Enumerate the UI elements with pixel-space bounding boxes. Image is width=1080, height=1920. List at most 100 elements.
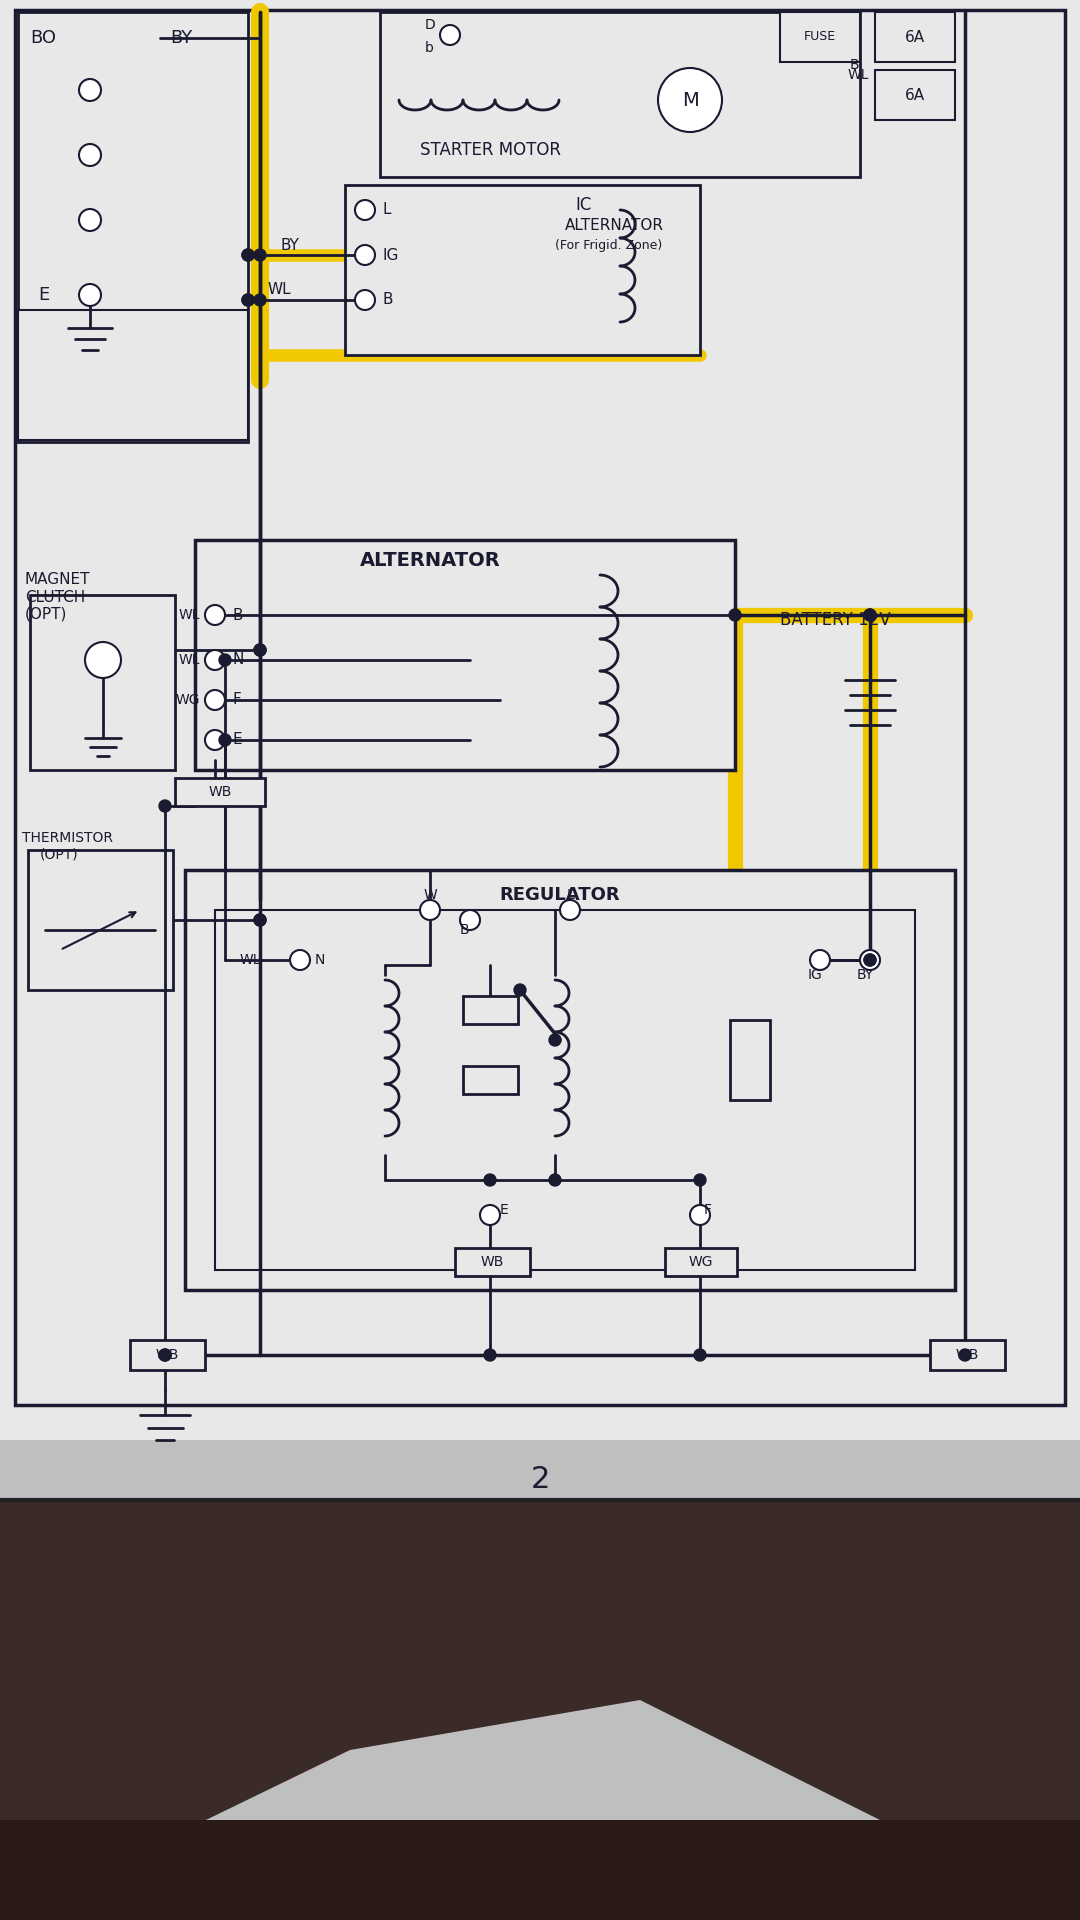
Text: B: B — [850, 58, 860, 71]
Text: THERMISTOR: THERMISTOR — [22, 831, 113, 845]
Text: M: M — [681, 90, 699, 109]
Text: WL: WL — [268, 282, 292, 298]
Circle shape — [864, 954, 876, 966]
Circle shape — [355, 246, 375, 265]
Text: MAGNET: MAGNET — [25, 572, 91, 588]
Bar — [28, 851, 173, 991]
Circle shape — [205, 651, 225, 670]
Circle shape — [860, 950, 880, 970]
Circle shape — [79, 144, 102, 165]
Text: D: D — [426, 17, 435, 33]
Bar — [15, 10, 1065, 1405]
Circle shape — [484, 1173, 496, 1187]
Circle shape — [79, 284, 102, 305]
Text: WB: WB — [156, 1348, 178, 1361]
Text: B: B — [382, 292, 392, 307]
Circle shape — [219, 655, 231, 666]
Circle shape — [205, 730, 225, 751]
Text: REGULATOR: REGULATOR — [500, 885, 620, 904]
Text: 6A: 6A — [905, 88, 926, 102]
Bar — [875, 12, 955, 61]
Bar — [18, 309, 248, 440]
Bar — [30, 595, 175, 770]
Polygon shape — [0, 1500, 1080, 1920]
Bar — [875, 69, 955, 119]
Text: L: L — [382, 202, 391, 217]
Circle shape — [690, 1206, 710, 1225]
Text: BY: BY — [280, 238, 299, 253]
Text: CLUTCH: CLUTCH — [25, 589, 85, 605]
Bar — [130, 1340, 205, 1371]
Text: N: N — [232, 653, 243, 668]
Text: B: B — [460, 924, 470, 937]
Circle shape — [694, 1173, 706, 1187]
Circle shape — [484, 1350, 496, 1361]
Circle shape — [864, 609, 876, 620]
Circle shape — [242, 250, 254, 261]
Circle shape — [242, 250, 254, 261]
Bar — [195, 540, 735, 770]
Bar — [665, 1248, 737, 1277]
Circle shape — [242, 294, 254, 305]
Circle shape — [242, 294, 254, 305]
Circle shape — [159, 1350, 171, 1361]
Circle shape — [549, 1173, 561, 1187]
Circle shape — [729, 609, 741, 620]
Text: b: b — [426, 40, 434, 56]
Circle shape — [254, 643, 266, 657]
Circle shape — [460, 910, 480, 929]
Text: WB: WB — [481, 1256, 503, 1269]
Text: E: E — [232, 733, 242, 747]
Text: B: B — [232, 607, 243, 622]
Text: WL: WL — [240, 952, 261, 968]
Circle shape — [205, 689, 225, 710]
Circle shape — [561, 900, 580, 920]
Circle shape — [79, 209, 102, 230]
Text: IG: IG — [808, 968, 822, 981]
Text: WB: WB — [956, 1348, 978, 1361]
Bar — [780, 12, 860, 61]
Bar — [463, 996, 518, 1023]
Circle shape — [480, 1206, 500, 1225]
Text: (OPT): (OPT) — [25, 607, 67, 622]
Text: L: L — [566, 887, 573, 902]
Circle shape — [420, 900, 440, 920]
Circle shape — [254, 643, 266, 657]
Bar — [0, 1820, 1080, 1920]
Bar — [455, 1248, 530, 1277]
Text: BY: BY — [856, 968, 874, 981]
Text: E: E — [38, 286, 50, 303]
Text: IG: IG — [382, 248, 399, 263]
Bar — [18, 12, 248, 442]
Text: ALTERNATOR: ALTERNATOR — [360, 551, 500, 570]
Circle shape — [85, 641, 121, 678]
Circle shape — [219, 733, 231, 747]
Text: ALTERNATOR: ALTERNATOR — [565, 217, 664, 232]
Circle shape — [355, 200, 375, 221]
Text: IC: IC — [575, 196, 592, 213]
Circle shape — [254, 250, 266, 261]
Circle shape — [159, 801, 171, 812]
Bar — [380, 12, 860, 177]
Text: W: W — [423, 887, 437, 902]
Circle shape — [79, 79, 102, 102]
Text: WL: WL — [178, 609, 200, 622]
Bar — [0, 0, 1080, 1440]
Circle shape — [694, 1350, 706, 1361]
Circle shape — [864, 609, 876, 620]
Circle shape — [658, 67, 723, 132]
Text: (For Frigid. Zone): (For Frigid. Zone) — [555, 238, 662, 252]
Bar — [930, 1340, 1005, 1371]
Text: WB: WB — [208, 785, 232, 799]
Text: FUSE: FUSE — [804, 31, 836, 44]
Text: BO: BO — [30, 29, 56, 46]
Bar — [185, 870, 955, 1290]
Text: F: F — [704, 1204, 712, 1217]
Text: WG: WG — [175, 693, 200, 707]
Text: (OPT): (OPT) — [40, 849, 79, 862]
Bar — [345, 184, 700, 355]
Text: N: N — [315, 952, 325, 968]
Text: WG: WG — [689, 1256, 713, 1269]
Circle shape — [291, 950, 310, 970]
Text: E: E — [500, 1204, 509, 1217]
